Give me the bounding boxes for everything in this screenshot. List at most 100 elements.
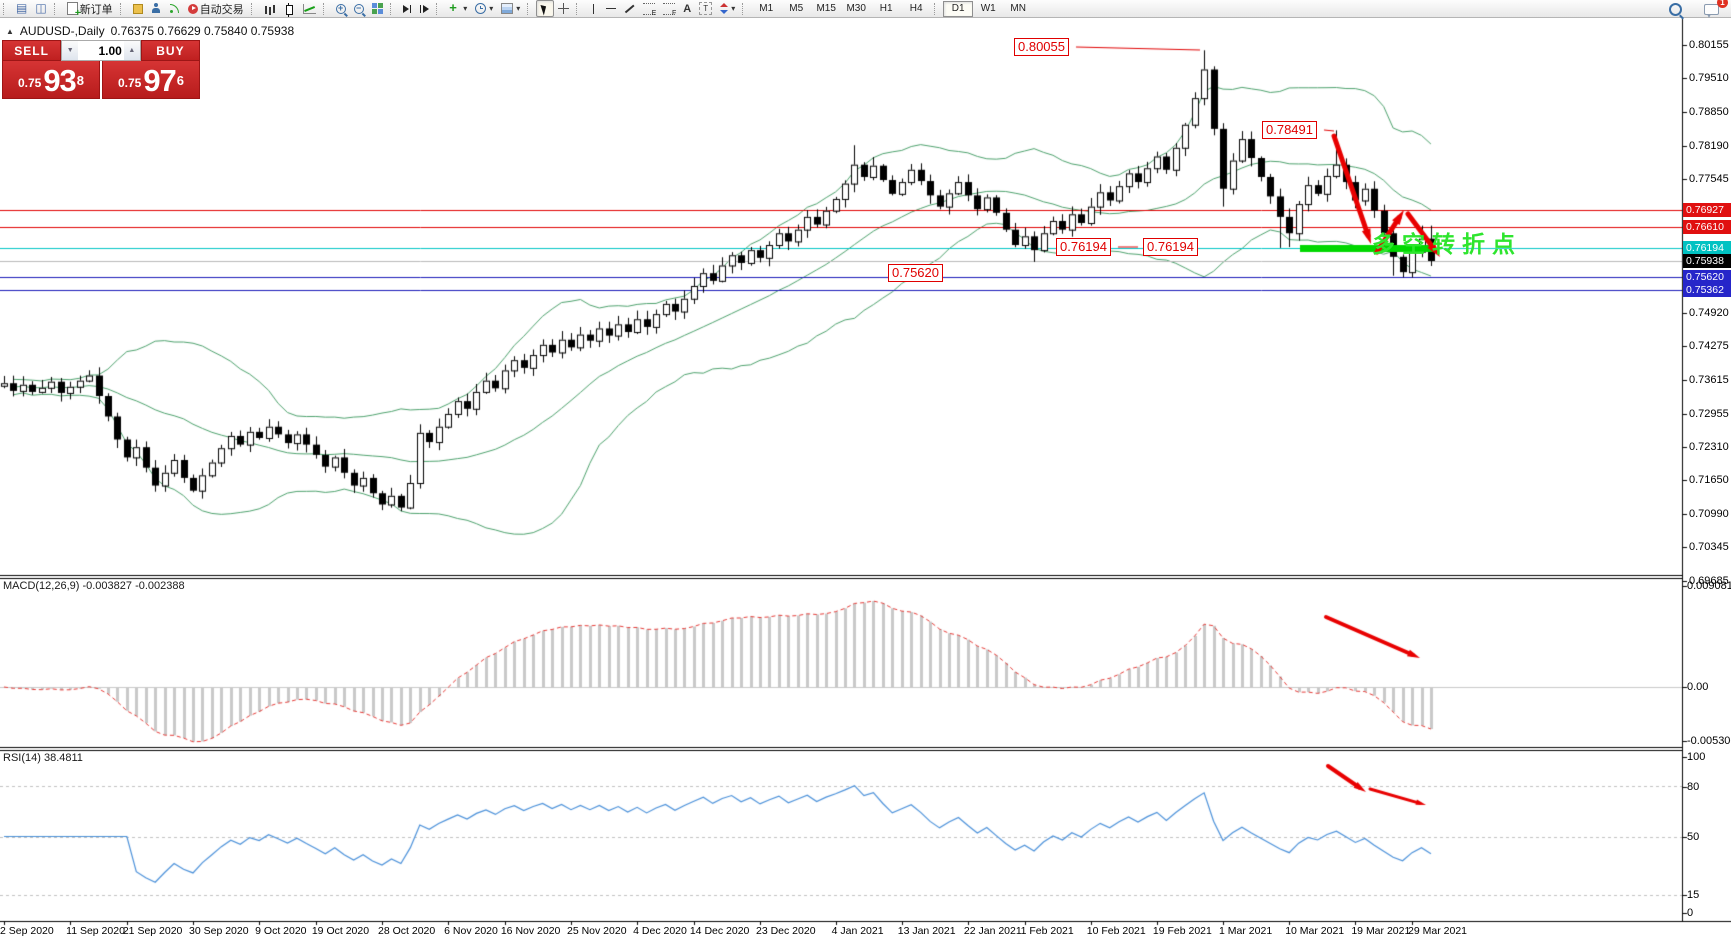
timeframe-m1-button[interactable]: M1 — [759, 2, 774, 14]
cursor-icon[interactable] — [536, 0, 555, 17]
tile-windows-icon — [371, 3, 383, 14]
line-chart-icon[interactable] — [299, 0, 320, 17]
search-icon[interactable] — [1665, 1, 1686, 18]
price-axis-tick: 0.70990 — [1689, 508, 1729, 521]
new-order-button — [66, 2, 81, 19]
profiles-icon[interactable]: ◫ — [31, 0, 50, 17]
date-axis-label: 1 Mar 2021 — [1219, 925, 1273, 937]
date-axis-label: 14 Dec 2020 — [689, 925, 750, 937]
metaeditor-icon[interactable] — [129, 0, 147, 17]
text-label-icon: T — [699, 2, 713, 15]
timeframe-h4-button[interactable]: H4 — [909, 2, 923, 14]
price-axis-tick: 0.79510 — [1689, 72, 1729, 85]
arrows-icon[interactable]: ▾ — [716, 0, 739, 17]
chart-shift-icon[interactable] — [416, 0, 434, 17]
auto-scroll-icon[interactable] — [399, 0, 416, 17]
signals-icon — [169, 3, 180, 14]
price-flag-badge: 0.75362 — [1683, 283, 1731, 298]
text-icon: A — [683, 2, 692, 15]
timeframe-w1-button[interactable]: W1 — [980, 2, 996, 14]
autotrading-button — [187, 3, 198, 14]
buy-price-big: 97 — [143, 63, 176, 98]
signals-icon[interactable] — [165, 0, 184, 17]
caret-down-icon: ▾ — [516, 4, 521, 13]
timeframe-d1-button[interactable]: D1 — [943, 0, 974, 17]
price-axis-tick: 0.77545 — [1689, 172, 1729, 185]
search-icon — [1669, 3, 1682, 16]
periods-icon[interactable]: ▾ — [471, 0, 497, 17]
timeframe-mn-button[interactable]: MN — [1010, 2, 1026, 14]
candlestick-chart-icon[interactable] — [280, 0, 299, 17]
date-axis-label: 4 Jan 2021 — [831, 925, 884, 937]
expert-advisors-icon — [151, 3, 161, 14]
sell-price-prefix: 0.75 — [17, 76, 42, 90]
crosshair-icon[interactable] — [554, 0, 573, 17]
timeframe-m30-button[interactable]: M30 — [846, 2, 866, 14]
sell-button[interactable]: SELL — [2, 40, 62, 61]
date-axis-label: 29 Mar 2021 — [1408, 925, 1468, 937]
indicators-icon — [449, 1, 460, 14]
zoom-out-icon[interactable]: − — [350, 0, 368, 17]
text-icon[interactable]: A — [679, 0, 695, 17]
chart-shift-icon — [419, 4, 427, 13]
chat-icon[interactable]: 1 — [1700, 0, 1728, 18]
new-chart-icon: ▤ — [16, 1, 28, 15]
price-annotation-box[interactable]: 0.75620 — [888, 264, 943, 282]
volume-input[interactable] — [78, 41, 124, 60]
bar-chart-icon[interactable] — [260, 0, 280, 17]
price-axis-tick: 0.78850 — [1689, 105, 1729, 118]
trendline-icon[interactable] — [620, 0, 639, 17]
price-annotation-box[interactable]: 0.80055 — [1014, 38, 1069, 56]
candlestick-chart-icon — [285, 2, 293, 17]
date-axis-label: 10 Mar 2021 — [1285, 925, 1345, 937]
price-annotation-box[interactable]: 0.76194 — [1143, 238, 1198, 256]
metaeditor-icon — [132, 3, 143, 14]
zoom-in-icon[interactable]: + — [332, 0, 350, 17]
price-annotation-box[interactable]: 0.76194 — [1056, 238, 1111, 256]
date-axis-label: 2 Sep 2020 — [0, 925, 54, 937]
date-axis-label: 19 Mar 2021 — [1351, 925, 1411, 937]
fibonacci-icon[interactable]: F — [659, 0, 679, 17]
equidistant-channel-icon[interactable]: E — [639, 0, 659, 17]
price-flag-badge: 0.76194 — [1683, 240, 1731, 255]
timeframe-h1-button[interactable]: H1 — [879, 2, 893, 14]
arrows-icon — [720, 3, 729, 14]
volume-decrease-button[interactable]: ▼ — [62, 41, 79, 60]
price-axis-tick: 0.80155 — [1689, 39, 1729, 52]
date-axis-label: 4 Dec 2020 — [633, 925, 687, 937]
autotrading-button[interactable]: 自动交易 — [184, 0, 248, 17]
timeframe-m15-button[interactable]: M15 — [816, 2, 836, 14]
symbol-name: AUDUSD-,Daily — [19, 24, 105, 38]
new-order-button[interactable]: 新订单 — [63, 0, 117, 19]
buy-price-prefix: 0.75 — [117, 76, 142, 90]
expert-advisors-icon[interactable] — [147, 0, 165, 17]
text-label-icon[interactable]: T — [695, 0, 716, 17]
macd-label: MACD(12,26,9) -0.003827 -0.002388 — [3, 580, 185, 592]
vertical-line-icon — [593, 3, 595, 14]
tile-windows-icon[interactable] — [368, 0, 387, 17]
vertical-line-icon[interactable] — [585, 0, 602, 17]
annotation-note[interactable]: 多空转折点 — [1372, 231, 1522, 257]
date-axis-label: 11 Sep 2020 — [66, 925, 125, 937]
chat-icon — [1704, 4, 1719, 18]
date-axis-label: 10 Feb 2021 — [1086, 925, 1146, 937]
one-click-trade-panel: SELL ▼ ▲ BUY 0.75 93 8 0.75 97 6 — [2, 40, 201, 99]
horizontal-line-icon[interactable] — [602, 0, 620, 17]
price-flag-badge: 0.76610 — [1683, 219, 1731, 234]
zoom-out-icon: − — [353, 3, 364, 14]
buy-price-button[interactable]: 0.75 97 6 — [102, 61, 200, 99]
sell-price-button[interactable]: 0.75 93 8 — [2, 61, 100, 99]
timeframe-m5-button[interactable]: M5 — [789, 2, 804, 14]
buy-button[interactable]: BUY — [140, 40, 201, 61]
ohlc-values: 0.76375 0.76629 0.75840 0.75938 — [110, 24, 295, 38]
indicators-icon[interactable]: ▾ — [445, 0, 471, 17]
new-chart-icon[interactable]: ▤ — [12, 0, 31, 17]
price-annotation-box[interactable]: 0.78491 — [1262, 121, 1317, 139]
crosshair-icon — [558, 3, 570, 14]
date-axis-label: 19 Feb 2021 — [1152, 925, 1212, 937]
templates-icon[interactable]: ▾ — [497, 0, 524, 17]
volume-increase-button[interactable]: ▲ — [123, 41, 140, 60]
fibonacci-icon: F — [663, 2, 676, 17]
